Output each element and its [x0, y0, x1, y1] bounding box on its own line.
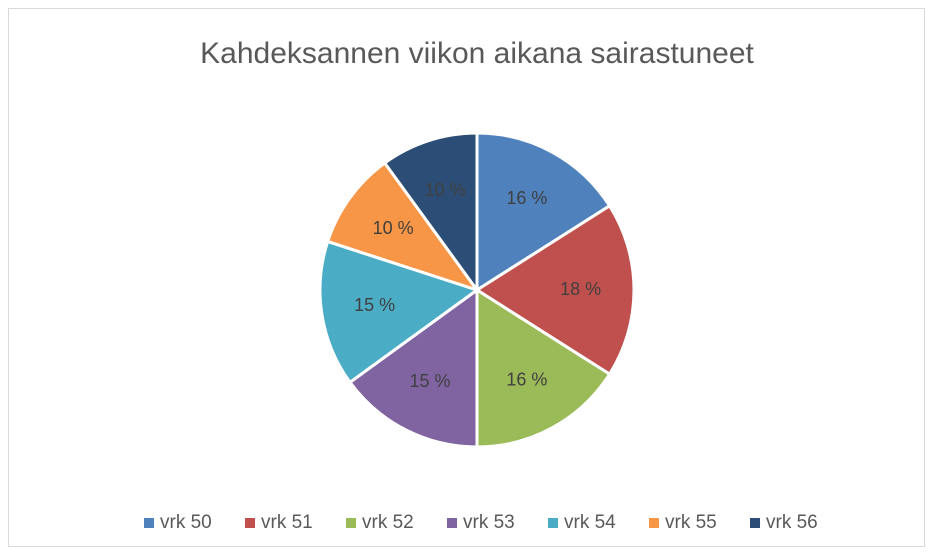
data-label: 15 % [409, 371, 450, 391]
legend-swatch [548, 518, 558, 528]
legend-label: vrk 53 [463, 512, 515, 533]
data-label: 10 % [424, 180, 465, 200]
pie-slice [325, 160, 481, 293]
legend-swatch [750, 518, 760, 528]
legend-label: vrk 54 [564, 512, 616, 533]
legend-label: vrk 50 [160, 512, 212, 533]
legend-label: vrk 52 [362, 512, 414, 533]
data-label: 18 % [560, 279, 601, 299]
data-label: 16 % [506, 370, 547, 390]
pie-slice [382, 131, 479, 295]
legend-swatch [346, 518, 356, 528]
legend-swatch [144, 518, 154, 528]
legend-label: vrk 51 [261, 512, 313, 533]
legend-swatch [649, 518, 659, 528]
legend-label: vrk 56 [766, 512, 818, 533]
pie-slice [347, 287, 479, 449]
data-label: 15 % [354, 295, 395, 315]
pie-slice [474, 203, 636, 377]
pie-slice [318, 239, 481, 385]
pie-slice [475, 131, 612, 293]
pie-slice [475, 287, 612, 449]
legend-swatch [447, 518, 457, 528]
legend-swatch [245, 518, 255, 528]
chart-title: Kahdeksannen viikon aikana sairastuneet [200, 37, 754, 70]
data-label: 16 % [506, 188, 547, 208]
data-label: 10 % [373, 218, 414, 238]
legend-label: vrk 55 [665, 512, 717, 533]
